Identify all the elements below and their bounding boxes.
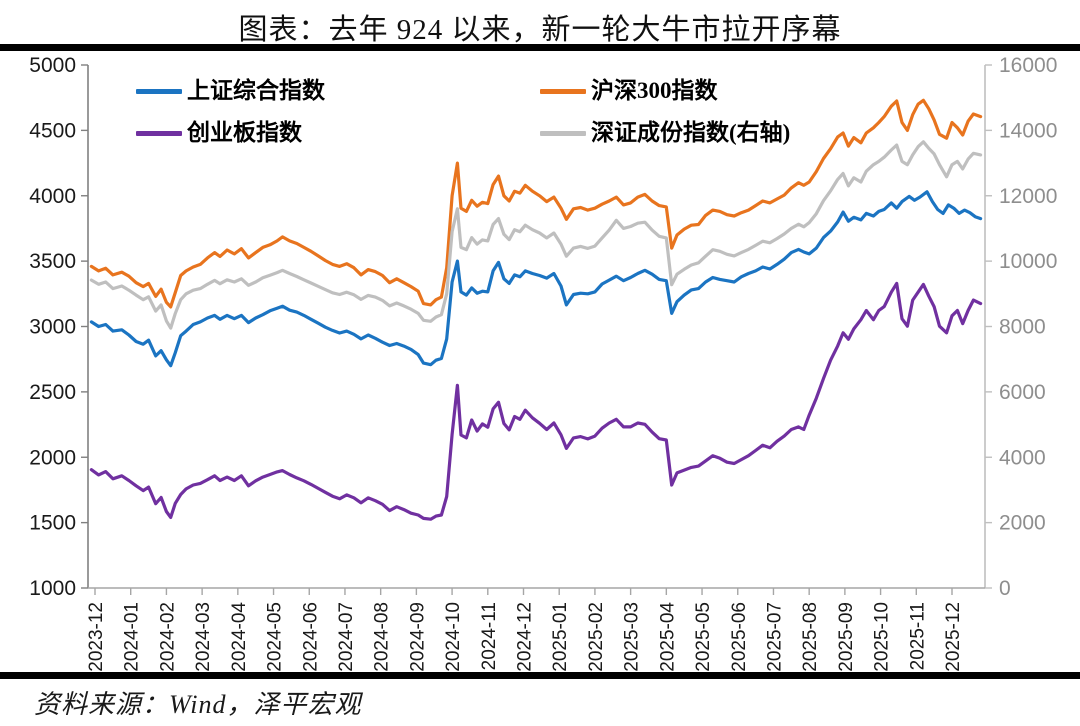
- legend-item-chinext: 创业板指数: [136, 119, 302, 147]
- x-axis-tick-label: 2024-10: [443, 602, 464, 672]
- right-axis-tick-label: 2000: [999, 512, 1046, 535]
- source-attribution: 资料来源：Wind，泽平宏观: [34, 690, 362, 719]
- x-axis-tick-label: 2025-06: [729, 602, 750, 672]
- legend-item-sse: 上证综合指数: [136, 77, 325, 105]
- series-line-2: [89, 281, 983, 521]
- legend-label-chinext: 创业板指数: [187, 120, 302, 145]
- x-axis-tick-label: 2024-12: [515, 602, 536, 672]
- legend-line-sample-csi300: [540, 88, 586, 94]
- x-axis-tick-label: 2024-08: [372, 602, 393, 672]
- left-axis-tick-label: 4000: [29, 185, 76, 208]
- x-axis-tick-label: 2024-07: [336, 602, 357, 672]
- x-axis-tick-label: 2023-12: [86, 602, 107, 672]
- right-axis-tick-label: 4000: [999, 446, 1046, 469]
- legend-line-sample-sse: [136, 88, 182, 94]
- x-axis-tick-label: 2024-03: [193, 602, 214, 672]
- right-axis-tick-label: 10000: [999, 250, 1057, 273]
- x-axis-tick-label: 2025-12: [943, 602, 964, 672]
- right-axis-tick-label: 6000: [999, 381, 1046, 404]
- x-axis-tick-label: 2024-06: [300, 602, 321, 672]
- left-axis-tick-label: 2500: [29, 381, 76, 404]
- left-axis-tick-label: 1500: [29, 512, 76, 535]
- x-axis-tick-label: 2024-04: [229, 602, 250, 672]
- series-line-1: [89, 98, 983, 309]
- legend-item-csi300: 沪深300指数: [540, 77, 718, 105]
- legend-label-csi300: 沪深300指数: [591, 78, 718, 103]
- right-axis-tick-label: 16000: [999, 54, 1057, 77]
- x-axis-tick-label: 2025-07: [764, 602, 785, 672]
- figure-title: 图表：去年 924 以来，新一轮大牛市拉开序幕: [238, 14, 842, 46]
- x-axis-tick-label: 2025-09: [836, 602, 857, 672]
- legend-label-sse: 上证综合指数: [187, 78, 325, 103]
- left-axis-tick-label: 3500: [29, 250, 76, 273]
- legend-line-sample-szcomp: [540, 130, 586, 136]
- x-axis-tick-label: 2025-05: [693, 602, 714, 672]
- x-axis-tick-label: 2025-08: [800, 602, 821, 672]
- left-axis-tick-label: 3000: [29, 316, 76, 339]
- right-axis-tick-label: 14000: [999, 119, 1057, 142]
- x-axis-tick-label: 2024-09: [407, 602, 428, 672]
- right-axis-tick-label: 0: [999, 577, 1011, 600]
- x-axis-tick-label: 2024-01: [122, 602, 143, 672]
- x-axis-tick-label: 2025-02: [586, 602, 607, 672]
- right-axis-tick-label: 12000: [999, 185, 1057, 208]
- x-axis-tick-label: 2024-02: [157, 602, 178, 672]
- legend-item-szcomp: 深证成份指数(右轴): [540, 119, 790, 147]
- x-axis-tick-label: 2025-10: [872, 602, 893, 672]
- x-axis-tick-label: 2024-05: [265, 602, 286, 672]
- source-divider-rule: [0, 672, 1080, 679]
- title-divider-rule: [0, 44, 1080, 51]
- left-axis-tick-label: 1000: [29, 577, 76, 600]
- series-line-0: [89, 190, 983, 368]
- legend-label-szcomp: 深证成份指数(右轴): [591, 120, 791, 145]
- left-axis-tick-label: 5000: [29, 54, 76, 77]
- legend-line-sample-chinext: [136, 130, 182, 136]
- right-axis-tick-label: 8000: [999, 316, 1046, 339]
- x-axis-tick-label: 2025-11: [907, 602, 928, 670]
- left-axis-tick-label: 4500: [29, 119, 76, 142]
- x-axis-tick-label: 2025-01: [550, 602, 571, 672]
- x-axis-tick-label: 2025-04: [657, 602, 678, 672]
- x-axis-tick-label: 2024-11: [479, 602, 500, 670]
- series-line-3: [89, 140, 983, 330]
- left-axis-tick-label: 2000: [29, 446, 76, 469]
- x-axis-tick-label: 2025-03: [622, 602, 643, 672]
